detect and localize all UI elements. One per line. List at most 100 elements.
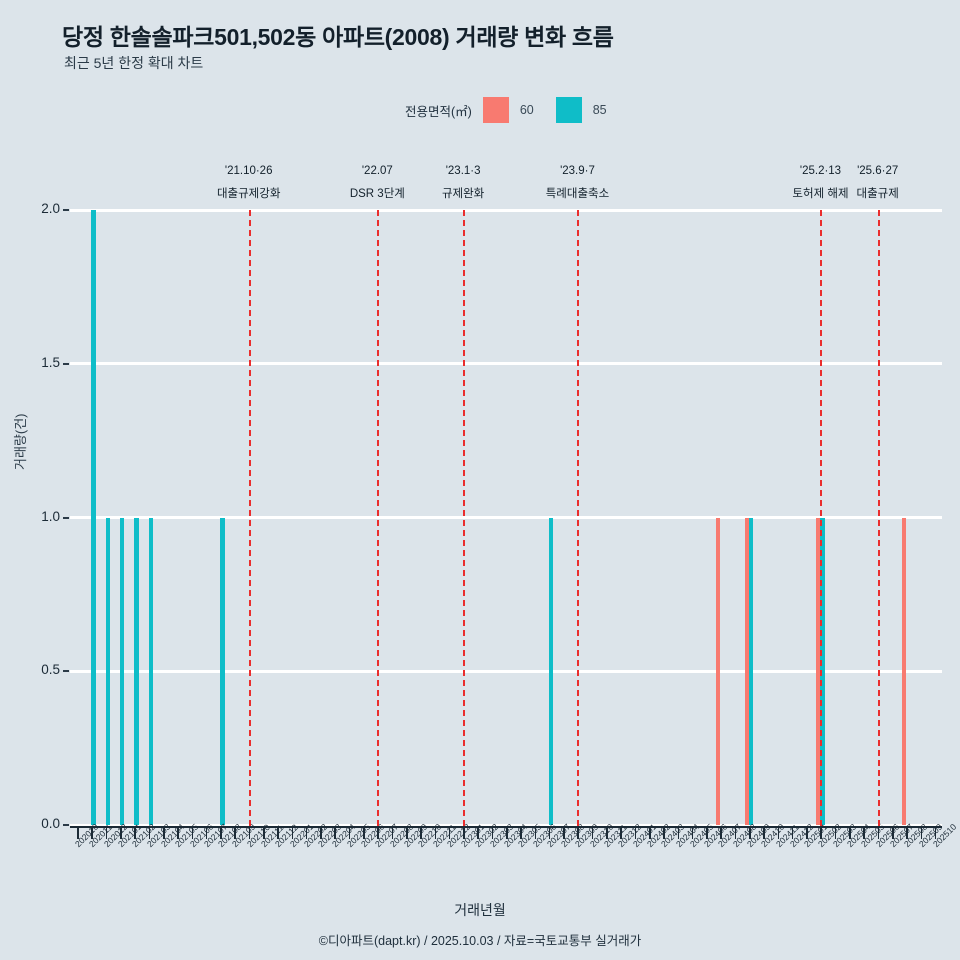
- annotation-date-202502: '25.2·13: [799, 165, 842, 177]
- bar-202508-60[interactable]: [901, 517, 907, 825]
- annotation-desc-202506: 대출규제: [856, 188, 899, 200]
- chart-footer: ©디아파트(dapt.kr) / 2025.10.03 / 자료=국토교통부 실…: [318, 934, 642, 948]
- x-tick-mark: [677, 828, 680, 839]
- x-tick-mark: [391, 828, 394, 839]
- x-tick-mark: [162, 828, 165, 839]
- bar-202502-60[interactable]: [816, 517, 821, 825]
- gridline: [70, 823, 942, 827]
- x-tick-mark: [248, 828, 251, 839]
- x-tick-mark: [377, 828, 379, 839]
- x-tick-mark: [720, 828, 723, 839]
- x-tick-mark: [591, 828, 594, 839]
- annotation-desc-202207: DSR 3단계: [349, 188, 405, 200]
- x-tick-mark: [105, 828, 108, 839]
- x-tick-mark: [448, 828, 451, 839]
- x-tick-mark: [134, 828, 136, 839]
- x-tick-mark: [548, 828, 551, 839]
- x-tick-mark: [820, 828, 823, 839]
- bar-202012-85[interactable]: [105, 517, 111, 825]
- annotation-line-202506: [877, 210, 880, 826]
- chart-title: 당정 한솔솔파크501,502동 아파트(2008) 거래량 변화 흐름: [62, 24, 614, 50]
- x-tick-mark: [491, 828, 494, 839]
- x-axis-line: [70, 826, 942, 828]
- y-tick-label: 0.5: [41, 662, 60, 678]
- annotation-line-202301: [463, 210, 466, 826]
- x-tick-mark: [791, 828, 794, 839]
- x-tick-mark: [91, 828, 94, 839]
- x-tick-mark: [420, 828, 422, 839]
- bar-202011-85[interactable]: [91, 210, 96, 825]
- x-tick-mark: [891, 828, 894, 839]
- x-tick-mark: [834, 828, 837, 839]
- x-tick-mark: [691, 828, 694, 839]
- chart-legend: 전용면적(㎡) 60 85: [405, 97, 607, 123]
- x-tick-mark: [777, 828, 780, 839]
- x-axis-label: 거래년월: [454, 902, 506, 918]
- y-tick-label: 1.5: [41, 354, 60, 370]
- annotation-line-202309: [577, 210, 580, 826]
- bar-202101-85[interactable]: [120, 517, 125, 825]
- y-tick-mark: [63, 824, 69, 826]
- x-tick-mark: [920, 828, 923, 839]
- bar-202409-60[interactable]: [744, 517, 749, 825]
- x-tick-mark: [563, 828, 565, 839]
- annotation-desc-202301: 규제완화: [441, 188, 485, 200]
- y-axis-label: 거래량(건): [13, 413, 28, 471]
- x-tick-mark: [120, 828, 122, 839]
- x-tick-mark: [77, 828, 79, 839]
- legend-title: 전용면적(㎡): [405, 104, 472, 119]
- bar-202407-60[interactable]: [715, 517, 721, 825]
- bar-202409-85[interactable]: [749, 517, 754, 825]
- x-tick-mark: [849, 828, 851, 839]
- x-tick-mark: [706, 828, 708, 839]
- x-tick-mark: [205, 828, 208, 839]
- x-tick-mark: [620, 828, 622, 839]
- y-tick-label: 1.0: [41, 508, 60, 524]
- annotation-desc-202110: 대출규제강화: [216, 188, 281, 200]
- y-tick-mark: [63, 670, 69, 673]
- chart-subtitle: 최근 5년 한정 확대 차트: [64, 55, 204, 71]
- y-tick-label: 0.0: [41, 816, 60, 831]
- x-tick-mark: [334, 828, 337, 839]
- gridline: [70, 362, 942, 366]
- x-tick-mark: [749, 828, 751, 839]
- x-tick-mark: [634, 828, 637, 839]
- annotation-date-202301: '23.1·3: [445, 165, 481, 177]
- x-tick-mark: [305, 828, 308, 839]
- annotation-line-202207: [377, 210, 380, 826]
- legend-label-60: 60: [519, 103, 534, 117]
- x-tick-mark: [405, 828, 408, 839]
- plot-area: [70, 208, 942, 827]
- x-tick-mark: [348, 828, 351, 839]
- x-tick-mark: [934, 828, 937, 839]
- x-tick-mark: [262, 828, 265, 839]
- x-tick-mark: [648, 828, 651, 839]
- annotation-line-202110: [248, 210, 251, 826]
- annotation-desc-202502: 토허제 해제: [792, 188, 849, 200]
- x-tick-mark: [577, 828, 580, 839]
- annotation-date-202506: '25.6·27: [857, 165, 899, 177]
- x-tick-mark: [663, 828, 665, 839]
- x-tick-mark: [463, 828, 465, 839]
- bar-202502-85[interactable]: [820, 517, 825, 825]
- x-tick-mark: [148, 828, 151, 839]
- bar-202102-85[interactable]: [134, 517, 139, 825]
- y-tick-mark: [63, 362, 69, 365]
- gridline: [70, 516, 942, 519]
- annotation-date-202110: '21.10·26: [224, 165, 273, 177]
- annotation-line-202502: [820, 210, 823, 826]
- legend-swatch-60: [482, 97, 509, 123]
- x-tick-mark: [863, 828, 865, 839]
- y-tick-mark: [63, 209, 69, 211]
- x-tick-mark: [534, 828, 537, 839]
- x-tick-mark: [220, 828, 222, 839]
- bar-202108-85[interactable]: [220, 517, 225, 825]
- gridline: [70, 208, 942, 212]
- x-tick-mark: [734, 828, 737, 839]
- bar-202307-85[interactable]: [548, 517, 554, 825]
- x-tick-mark: [906, 828, 908, 839]
- x-tick-mark: [763, 828, 765, 839]
- y-tick-mark: [63, 516, 69, 519]
- bar-202103-85[interactable]: [148, 517, 154, 825]
